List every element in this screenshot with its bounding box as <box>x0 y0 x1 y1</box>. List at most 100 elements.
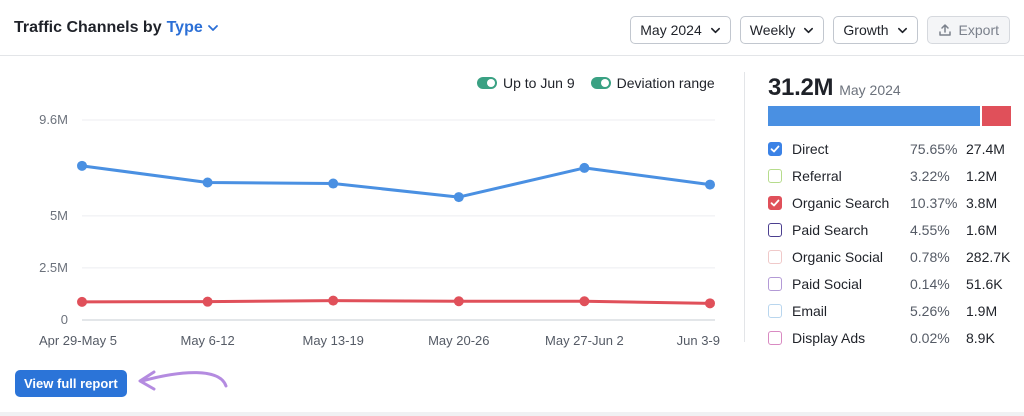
channel-value: 3.8M <box>966 194 998 211</box>
data-point <box>579 162 590 173</box>
legend-label-deviation: Deviation range <box>616 75 715 91</box>
chevron-down-icon <box>897 27 907 33</box>
checkmark-icon <box>770 145 780 152</box>
x-tick-label: Jun 3-9 <box>677 333 720 348</box>
channel-row-organic-search: Organic Search 10.37% 3.8M <box>768 189 1012 216</box>
channel-value: 8.9K <box>966 329 995 346</box>
toggle-icon[interactable] <box>477 77 497 89</box>
type-selector[interactable]: Type <box>167 19 219 37</box>
channel-name: Email <box>792 302 828 319</box>
chevron-down-icon <box>804 27 814 33</box>
legend-item-deviation[interactable]: Deviation range <box>590 75 715 91</box>
channels-panel: 31.2M May 2024 Direct 75.65% 27.4M Refer… <box>768 74 1012 351</box>
widget-title: Traffic Channels by Type <box>14 19 219 37</box>
data-point <box>453 192 464 203</box>
x-tick-label: May 13-19 <box>302 333 363 348</box>
granularity-dropdown[interactable]: Weekly <box>739 16 825 44</box>
checkbox-direct[interactable] <box>768 141 782 156</box>
channel-name: Display Ads <box>792 329 866 346</box>
view-full-report-button[interactable]: View full report <box>15 370 127 397</box>
export-label: Export <box>958 22 999 38</box>
x-tick-label: May 6-12 <box>180 333 234 348</box>
checkbox-display-ads[interactable] <box>768 330 782 345</box>
chevron-down-icon <box>710 27 720 33</box>
data-point <box>77 296 87 307</box>
total-period-label: May 2024 <box>839 82 901 98</box>
channel-row-paid-social: Paid Social 0.14% 51.6K <box>768 270 1012 297</box>
checkmark-icon <box>770 199 780 206</box>
data-point <box>77 160 87 171</box>
checkbox-paid-search[interactable] <box>768 222 782 237</box>
data-point <box>328 178 339 189</box>
distribution-bar <box>768 106 1011 126</box>
x-tick-label: Apr 29-May 5 <box>39 333 117 348</box>
y-tick-label: 5M <box>50 208 68 223</box>
data-point <box>453 296 464 307</box>
data-point <box>705 298 715 309</box>
channel-share: 4.55% <box>910 221 950 238</box>
channel-value: 1.2M <box>966 167 998 184</box>
channel-name: Organic Search <box>792 194 890 211</box>
data-point <box>705 179 715 190</box>
upload-icon <box>938 24 951 36</box>
channel-value: 51.6K <box>966 275 1003 292</box>
channel-share: 0.02% <box>910 329 950 346</box>
channel-name: Referral <box>792 167 842 184</box>
arrow-annotation-icon <box>138 370 228 391</box>
chart-legend: Up to Jun 9 Deviation range <box>477 75 715 91</box>
channel-value: 1.9M <box>966 302 998 319</box>
channel-share: 75.65% <box>910 140 958 157</box>
checkbox-organic-search[interactable] <box>768 195 782 210</box>
period-dropdown[interactable]: May 2024 <box>630 16 731 44</box>
channel-row-direct: Direct 75.65% 27.4M <box>768 135 1012 162</box>
chevron-down-icon <box>207 25 218 31</box>
channel-name: Paid Search <box>792 221 869 238</box>
y-tick-label: 9.6M <box>39 112 68 127</box>
data-point <box>579 296 590 307</box>
checkbox-paid-social[interactable] <box>768 276 782 291</box>
metric-dropdown-label: Growth <box>843 22 889 38</box>
channel-name: Organic Social <box>792 248 884 265</box>
panel-divider <box>744 72 745 342</box>
toggle-icon[interactable] <box>590 77 611 89</box>
y-tick-label: 0 <box>61 312 68 327</box>
bar-segment-organic-search <box>982 106 1011 126</box>
export-button[interactable]: Export <box>926 16 1010 44</box>
channel-name: Paid Social <box>792 275 863 292</box>
channel-share: 10.37% <box>910 194 958 211</box>
total-row: 31.2M May 2024 <box>768 74 1012 102</box>
channel-list: Direct 75.65% 27.4M Referral 3.22% 1.2M … <box>768 135 1012 351</box>
channel-share: 5.26% <box>910 302 950 319</box>
x-tick-label: May 20-26 <box>428 333 489 348</box>
channel-share: 0.14% <box>910 275 950 292</box>
channel-value: 1.6M <box>966 221 998 238</box>
series-line <box>81 164 711 199</box>
total-traffic-value: 31.2M <box>768 74 834 101</box>
data-point <box>328 295 339 306</box>
title-prefix: Traffic Channels by <box>14 19 162 36</box>
x-tick-label: May 27-Jun 2 <box>545 333 624 348</box>
data-point <box>202 177 213 188</box>
channel-share: 3.22% <box>910 167 950 184</box>
legend-label-up-to: Up to Jun 9 <box>503 75 575 91</box>
widget-header: Traffic Channels by Type May 2024 Weekly… <box>0 0 1024 56</box>
channel-row-organic-social: Organic Social 0.78% 282.7K <box>768 243 1012 270</box>
data-point <box>202 296 213 307</box>
period-dropdown-label: May 2024 <box>640 22 702 38</box>
legend-item-up-to[interactable]: Up to Jun 9 <box>477 75 575 91</box>
checkbox-email[interactable] <box>768 303 782 318</box>
series-line <box>81 299 711 305</box>
metric-dropdown[interactable]: Growth <box>833 16 918 44</box>
channel-row-display-ads: Display Ads 0.02% 8.9K <box>768 324 1012 351</box>
channel-row-paid-search: Paid Search 4.55% 1.6M <box>768 216 1012 243</box>
checkbox-referral[interactable] <box>768 168 782 183</box>
y-tick-label: 2.5M <box>39 260 68 275</box>
channel-value: 282.7K <box>966 248 1011 265</box>
checkbox-organic-social[interactable] <box>768 249 782 264</box>
bar-segment-direct <box>768 106 980 126</box>
bottom-edge <box>0 412 1024 416</box>
channel-name: Direct <box>792 140 829 157</box>
channel-row-referral: Referral 3.22% 1.2M <box>768 162 1012 189</box>
channel-share: 0.78% <box>910 248 950 265</box>
channel-row-email: Email 5.26% 1.9M <box>768 297 1012 324</box>
